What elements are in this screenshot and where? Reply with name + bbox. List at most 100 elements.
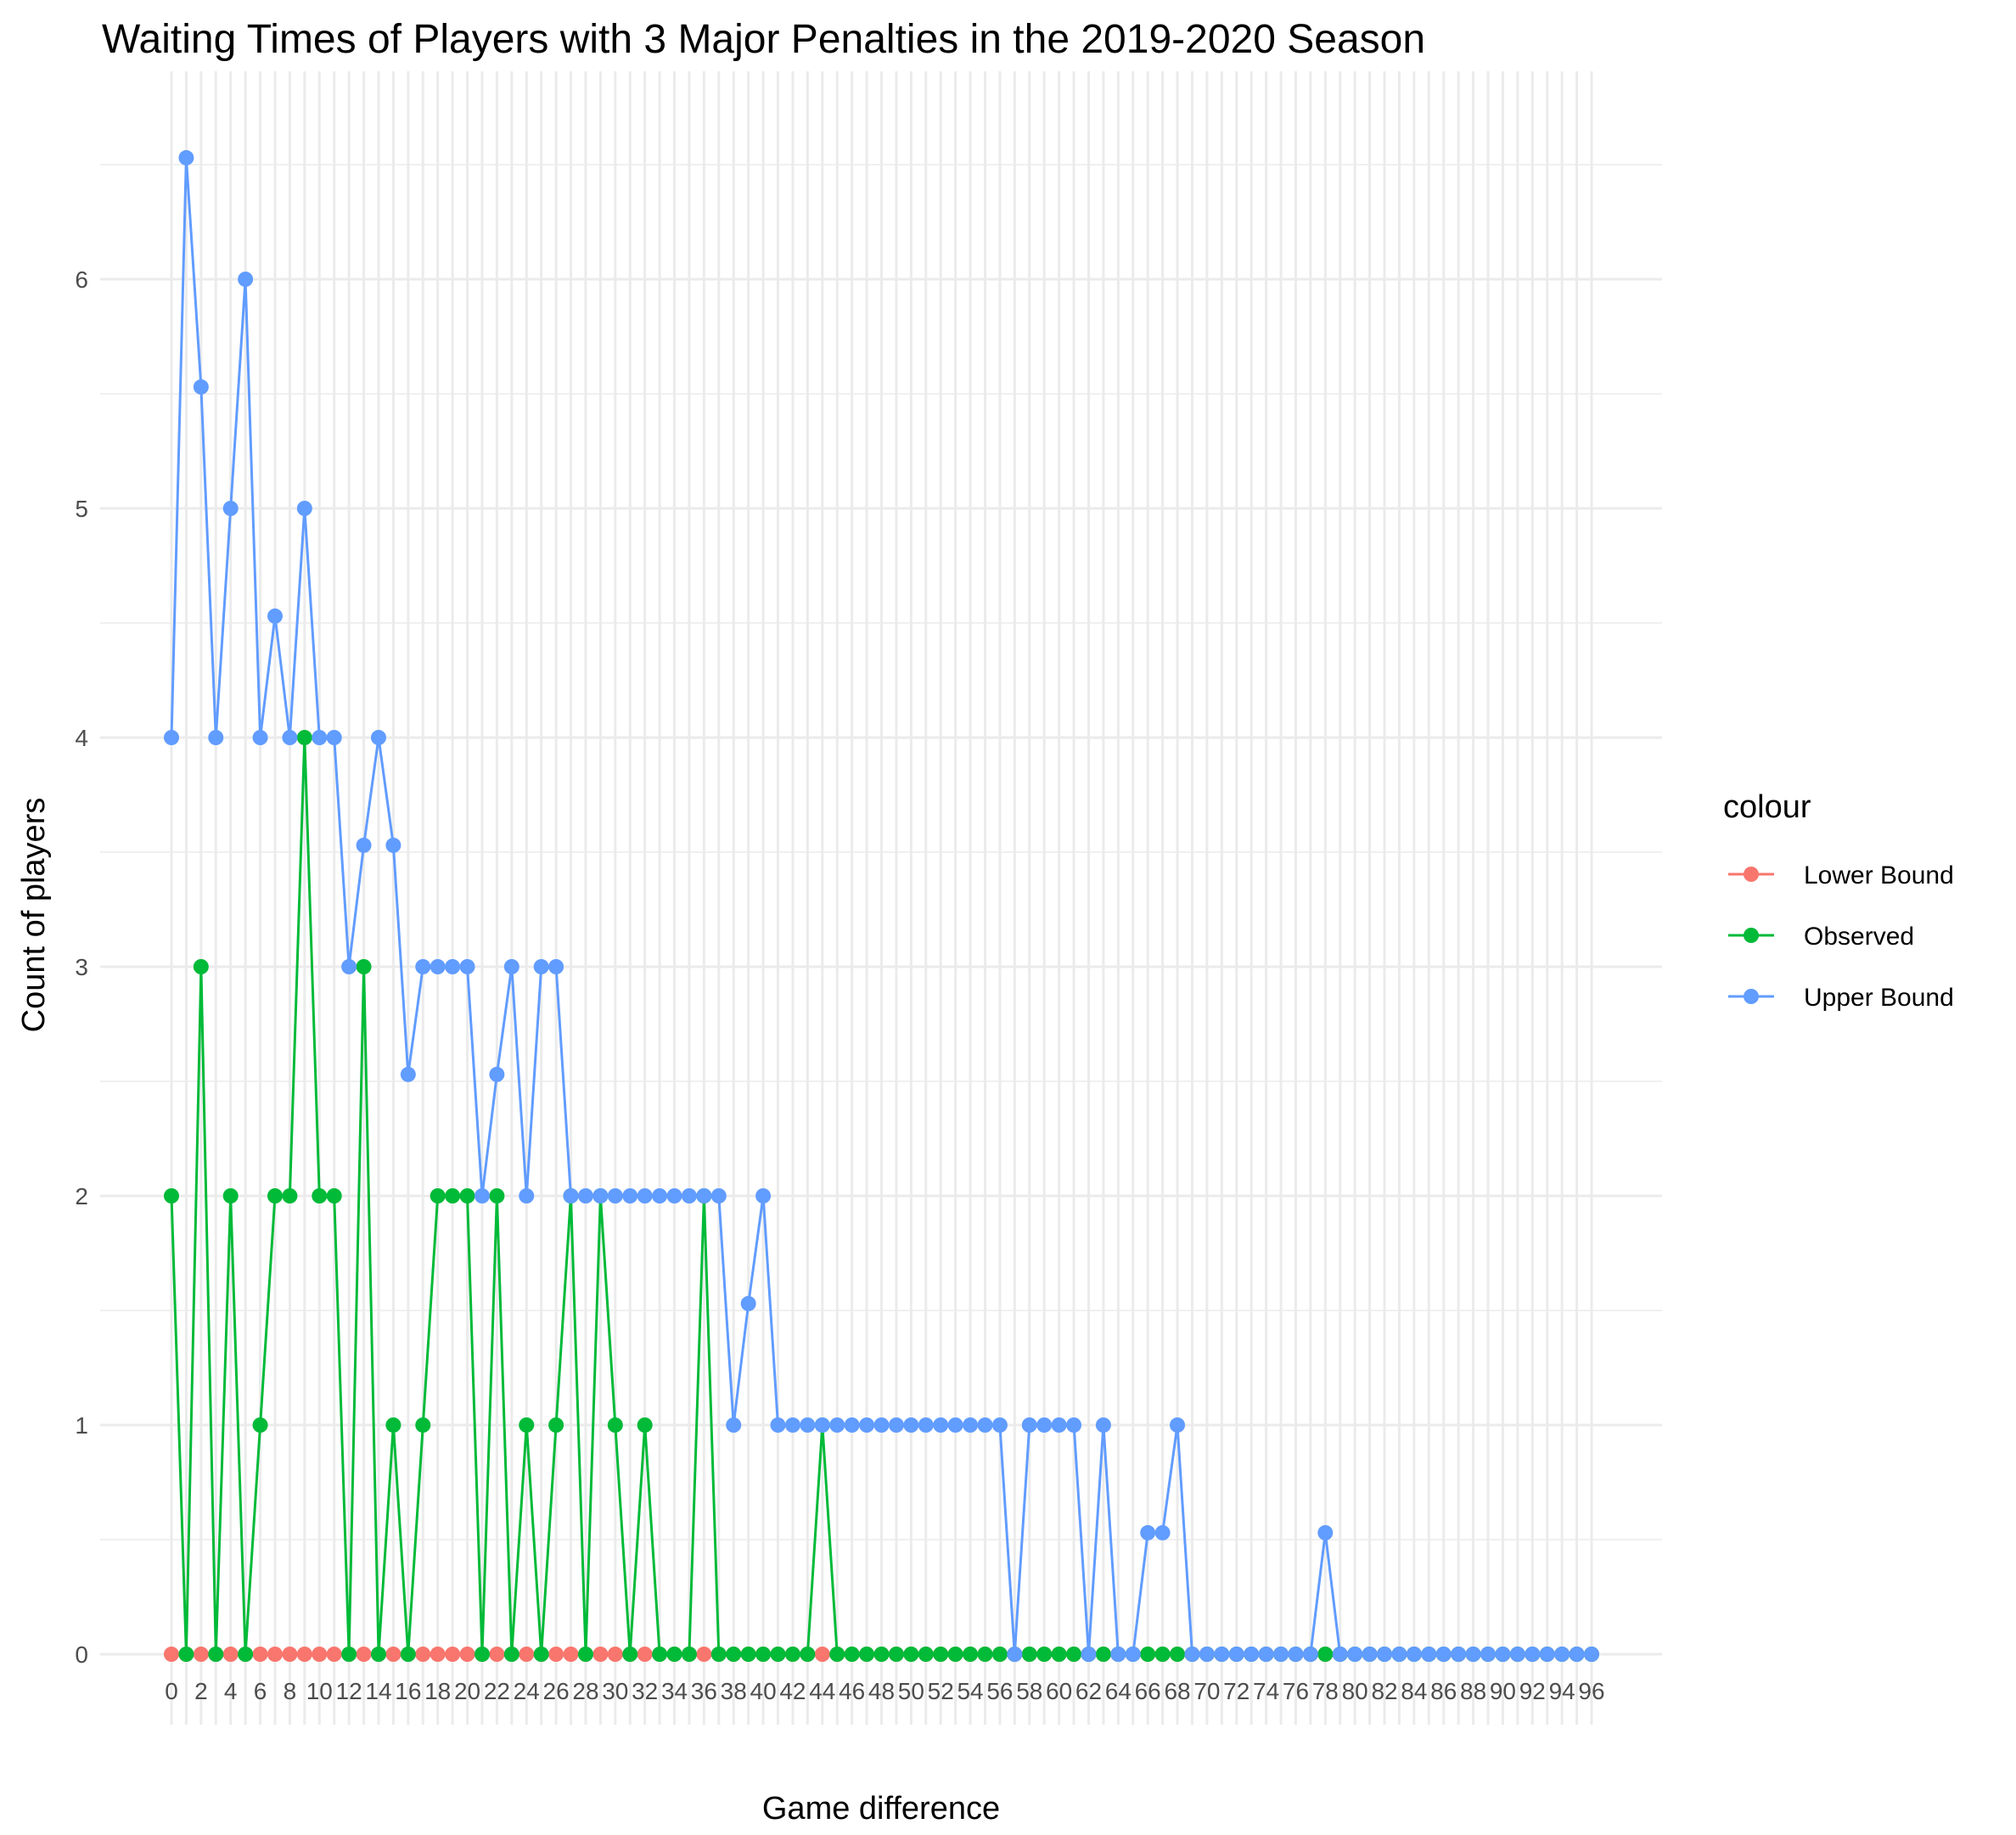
data-point-observed bbox=[312, 1188, 328, 1204]
data-point-observed bbox=[1317, 1647, 1334, 1662]
x-tick-label: 22 bbox=[484, 1678, 510, 1704]
legend-label: Lower Bound bbox=[1804, 861, 1954, 889]
data-point-observed bbox=[459, 1188, 475, 1204]
data-point-observed bbox=[1066, 1647, 1082, 1662]
x-tick-label: 58 bbox=[1016, 1678, 1042, 1704]
data-point-upper-bound bbox=[267, 608, 283, 624]
data-point-observed bbox=[1051, 1647, 1067, 1662]
x-tick-label: 94 bbox=[1549, 1678, 1575, 1704]
data-point-upper-bound bbox=[563, 1188, 579, 1204]
legend-key-point bbox=[1744, 867, 1759, 882]
x-tick-label: 44 bbox=[809, 1678, 835, 1704]
data-point-lower-bound bbox=[385, 1647, 402, 1662]
data-point-observed bbox=[666, 1647, 682, 1662]
data-point-upper-bound bbox=[1554, 1647, 1570, 1662]
data-point-lower-bound bbox=[592, 1647, 609, 1662]
data-point-upper-bound bbox=[637, 1188, 653, 1204]
x-tick-label: 86 bbox=[1430, 1678, 1457, 1704]
data-point-lower-bound bbox=[296, 1647, 312, 1662]
x-tick-label: 96 bbox=[1578, 1678, 1604, 1704]
x-tick-label: 18 bbox=[424, 1678, 451, 1704]
data-point-upper-bound bbox=[252, 730, 268, 745]
data-point-observed bbox=[710, 1647, 727, 1662]
data-point-observed bbox=[784, 1647, 800, 1662]
data-point-upper-bound bbox=[1584, 1647, 1599, 1662]
data-point-upper-bound bbox=[1021, 1417, 1037, 1433]
data-point-observed bbox=[445, 1188, 461, 1204]
x-tick-label: 4 bbox=[224, 1678, 238, 1704]
data-point-upper-bound bbox=[1110, 1647, 1126, 1662]
data-point-lower-bound bbox=[548, 1647, 564, 1662]
data-point-observed bbox=[519, 1417, 535, 1433]
data-point-upper-bound bbox=[1244, 1647, 1260, 1662]
data-point-upper-bound bbox=[1170, 1417, 1186, 1433]
data-point-upper-bound bbox=[1347, 1647, 1363, 1662]
data-point-observed bbox=[296, 730, 312, 745]
x-tick-label: 14 bbox=[365, 1678, 391, 1704]
data-point-observed bbox=[356, 959, 372, 974]
data-point-upper-bound bbox=[800, 1417, 816, 1433]
data-point-observed bbox=[844, 1647, 860, 1662]
x-tick-label: 2 bbox=[194, 1678, 208, 1704]
data-point-lower-bound bbox=[193, 1647, 209, 1662]
data-point-observed bbox=[326, 1188, 342, 1204]
data-point-observed bbox=[740, 1647, 756, 1662]
data-point-upper-bound bbox=[1199, 1647, 1215, 1662]
x-tick-label: 72 bbox=[1223, 1678, 1249, 1704]
data-point-observed bbox=[1154, 1647, 1171, 1662]
y-tick-label: 6 bbox=[75, 267, 88, 293]
data-point-upper-bound bbox=[1332, 1647, 1348, 1662]
data-point-upper-bound bbox=[489, 1066, 505, 1082]
x-tick-label: 30 bbox=[602, 1678, 628, 1704]
data-point-upper-bound bbox=[548, 959, 564, 974]
data-point-observed bbox=[385, 1417, 402, 1433]
data-point-observed bbox=[164, 1188, 179, 1204]
data-point-upper-bound bbox=[1036, 1417, 1053, 1433]
data-point-upper-bound bbox=[370, 730, 386, 745]
data-point-observed bbox=[252, 1417, 268, 1433]
x-tick-label: 74 bbox=[1253, 1678, 1279, 1704]
data-point-upper-bound bbox=[164, 730, 179, 745]
data-point-upper-bound bbox=[888, 1417, 904, 1433]
x-tick-label: 48 bbox=[868, 1678, 895, 1704]
data-point-lower-bound bbox=[459, 1647, 475, 1662]
x-tick-label: 42 bbox=[779, 1678, 806, 1704]
x-tick-label: 50 bbox=[898, 1678, 924, 1704]
data-point-upper-bound bbox=[1539, 1647, 1555, 1662]
legend-key-point bbox=[1744, 928, 1759, 943]
data-point-observed bbox=[681, 1647, 697, 1662]
data-point-observed bbox=[533, 1647, 549, 1662]
x-tick-label: 0 bbox=[165, 1678, 178, 1704]
data-point-upper-bound bbox=[445, 959, 461, 974]
data-point-lower-bound bbox=[312, 1647, 328, 1662]
data-point-upper-bound bbox=[1509, 1647, 1525, 1662]
x-tick-label: 38 bbox=[721, 1678, 747, 1704]
x-tick-label: 6 bbox=[254, 1678, 267, 1704]
data-point-upper-bound bbox=[903, 1417, 919, 1433]
data-point-observed bbox=[652, 1647, 668, 1662]
data-point-upper-bound bbox=[947, 1417, 963, 1433]
data-point-upper-bound bbox=[296, 501, 312, 516]
data-point-observed bbox=[222, 1188, 239, 1204]
data-point-observed bbox=[282, 1188, 298, 1204]
data-point-upper-bound bbox=[918, 1417, 934, 1433]
data-point-observed bbox=[1140, 1647, 1156, 1662]
data-point-upper-bound bbox=[1480, 1647, 1497, 1662]
data-point-upper-bound bbox=[282, 730, 298, 745]
data-point-upper-bound bbox=[459, 959, 475, 974]
data-point-lower-bound bbox=[222, 1647, 239, 1662]
y-axis-title: Count of players bbox=[16, 798, 52, 1033]
data-point-observed bbox=[947, 1647, 963, 1662]
legend-label: Observed bbox=[1804, 923, 1914, 951]
x-tick-label: 68 bbox=[1164, 1678, 1190, 1704]
data-point-observed bbox=[903, 1647, 919, 1662]
data-point-lower-bound bbox=[267, 1647, 283, 1662]
y-tick-label: 0 bbox=[75, 1641, 88, 1668]
data-point-observed bbox=[726, 1647, 742, 1662]
x-tick-label: 56 bbox=[986, 1678, 1013, 1704]
data-point-observed bbox=[622, 1647, 638, 1662]
y-tick-label: 1 bbox=[75, 1412, 88, 1439]
x-tick-label: 80 bbox=[1342, 1678, 1368, 1704]
x-tick-label: 12 bbox=[336, 1678, 362, 1704]
